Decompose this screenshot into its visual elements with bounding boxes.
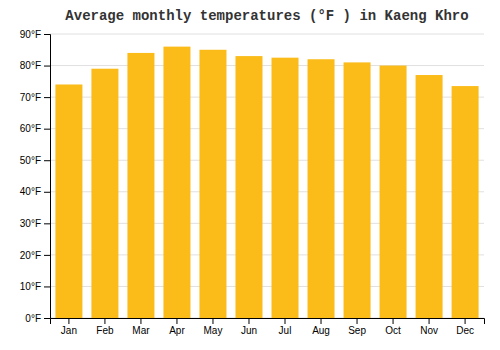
x-tick-mark [465, 318, 466, 324]
y-tick: 20°F [20, 250, 50, 261]
y-tick-mark [44, 97, 50, 98]
chart: 0°F 10°F 20°F 30°F 40°F 50°F 60°F 70°F 80°F 90°F J… [0, 0, 500, 350]
x-tick-mark [176, 318, 177, 324]
bar [344, 62, 371, 318]
x-tick-mark [248, 318, 249, 324]
grid [50, 34, 484, 318]
y-tick: 50°F [20, 155, 50, 166]
title: Average monthly temperatures (°F ) in Ka… [65, 8, 468, 24]
x-tick-label: Nov [420, 325, 438, 336]
y-tick: 90°F [20, 29, 50, 40]
x-tick-mark [285, 318, 286, 324]
x-tick-label: May [204, 325, 223, 336]
y-tick-label: 10°F [20, 281, 41, 292]
x-tick-label: Feb [96, 325, 114, 336]
y-tick-mark [44, 160, 50, 161]
x-tick: Feb [96, 318, 114, 336]
bar [163, 47, 190, 318]
bar [127, 53, 154, 318]
y-tick-label: 30°F [20, 218, 41, 229]
x-tick-label: Dec [456, 325, 474, 336]
y-tick: 60°F [20, 123, 50, 134]
bar [91, 69, 118, 318]
x-tick-mark [429, 318, 430, 324]
x-tick-mark [68, 318, 69, 324]
x-axis-line [51, 319, 485, 325]
x-tick: Oct [385, 318, 401, 336]
x-tick-label: Oct [385, 325, 401, 336]
x-tick-label: Jul [279, 325, 292, 336]
x-tick-mark [321, 318, 322, 324]
x-tick: Jun [241, 318, 257, 336]
x-tick: Aug [312, 318, 330, 336]
x-tick: Apr [169, 318, 185, 336]
x-tick-mark [104, 318, 105, 324]
y-tick-mark [44, 192, 50, 193]
x-tick-label: Aug [312, 325, 330, 336]
y-tick-label: 80°F [20, 60, 41, 71]
y-tick-mark [44, 223, 50, 224]
y-tick-label: 90°F [20, 29, 41, 40]
y-tick-mark [44, 286, 50, 287]
y-tick: 80°F [20, 60, 50, 71]
y-tick: 30°F [20, 218, 50, 229]
x-tick: May [204, 318, 223, 336]
bar [272, 58, 299, 318]
y-tick-mark [44, 34, 50, 35]
bar [380, 66, 407, 318]
y-tick-label: 50°F [20, 155, 41, 166]
x-tick: Sep [348, 318, 366, 336]
x-tick-label: Jan [61, 325, 77, 336]
bar [55, 84, 82, 318]
y-tick-label: 60°F [20, 123, 41, 134]
y-tick: 70°F [20, 92, 50, 103]
bar [199, 50, 226, 318]
bar [416, 75, 443, 318]
x-tick: Jul [279, 318, 292, 336]
y-tick-mark [44, 129, 50, 130]
x-tick: Mar [132, 318, 150, 336]
y-tick-mark [44, 255, 50, 256]
x-tick-mark [140, 318, 141, 324]
plot-area: 0°F 10°F 20°F 30°F 40°F 50°F 60°F 70°F 80°F 90°F J… [20, 29, 485, 336]
y-tick-label: 0°F [25, 313, 41, 324]
x-tick: Nov [420, 318, 438, 336]
y-tick-mark [44, 66, 50, 67]
y-tick-label: 20°F [20, 250, 41, 261]
x-tick: Dec [456, 318, 474, 336]
x-tick-mark [212, 318, 213, 324]
y-tick: 40°F [20, 186, 50, 197]
y-tick: 10°F [20, 281, 50, 292]
x-tick-mark [393, 318, 394, 324]
bar [308, 59, 335, 318]
x-tick-label: Apr [169, 325, 185, 336]
grid-line [50, 65, 484, 66]
y-tick-label: 70°F [20, 92, 41, 103]
y-axis-line [44, 35, 51, 319]
bar [452, 86, 479, 318]
bars [55, 47, 478, 318]
x-axis: Jan Feb Mar Apr May Jun Jul Aug Sep Oct Nov Dec [51, 318, 485, 336]
x-tick-mark [357, 318, 358, 324]
bar [235, 56, 262, 318]
x-tick-label: Mar [132, 325, 150, 336]
x-tick: Jan [61, 318, 77, 336]
y-tick-label: 40°F [20, 186, 41, 197]
grid-line [50, 34, 484, 35]
x-tick-label: Jun [241, 325, 257, 336]
x-tick-label: Sep [348, 325, 366, 336]
y-tick-mark [44, 318, 50, 319]
y-tick: 0°F [25, 313, 50, 324]
y-axis: 0°F 10°F 20°F 30°F 40°F 50°F 60°F 70°F 80°F 90°F [20, 29, 51, 324]
